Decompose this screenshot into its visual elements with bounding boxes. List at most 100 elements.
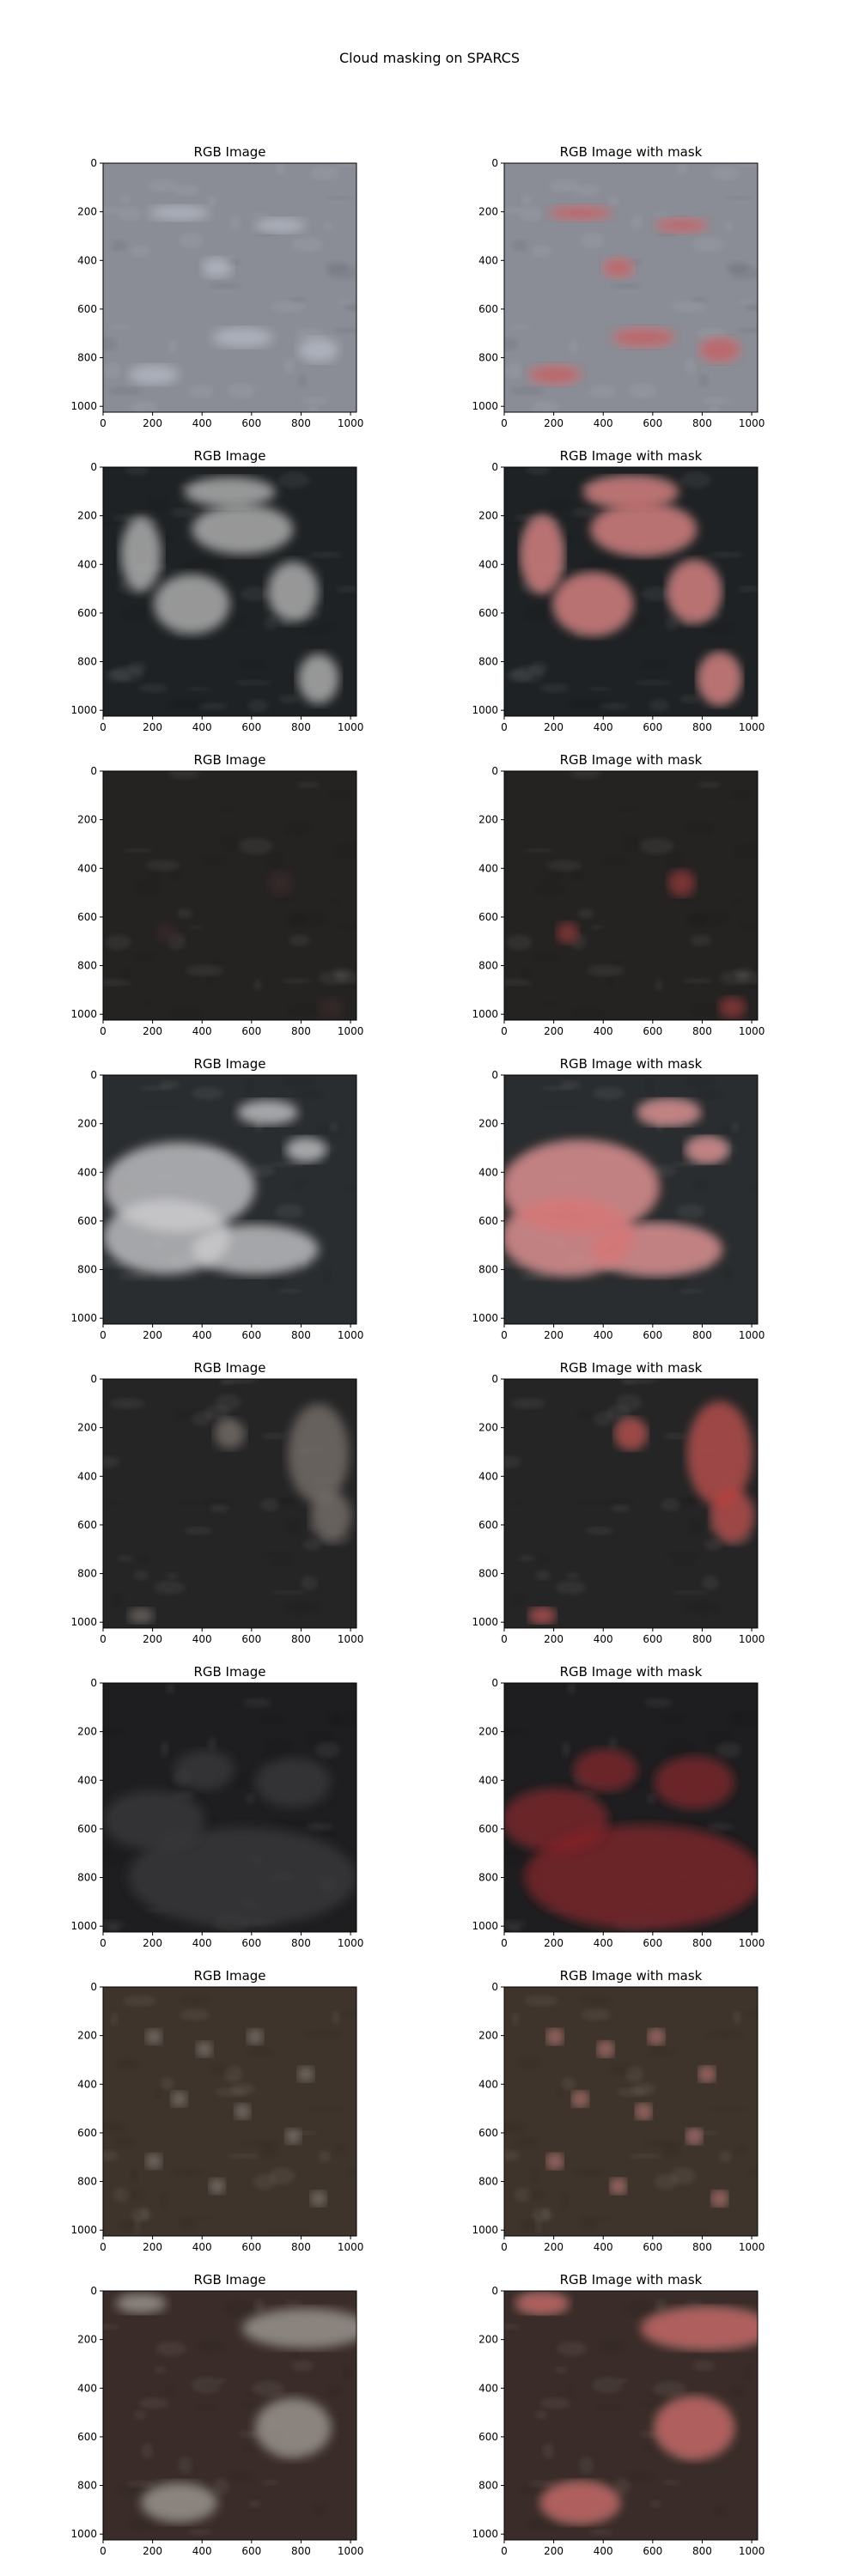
x-tick-label: 800 <box>291 1329 311 1341</box>
x-tick-label: 200 <box>544 721 564 733</box>
terrain-texture <box>291 1186 306 1192</box>
terrain-texture <box>333 1710 356 1728</box>
y-tick-label: 1000 <box>70 1920 97 1932</box>
axes-frame <box>102 1986 357 2237</box>
terrain-texture <box>170 869 182 882</box>
x-tick-label: 600 <box>643 1633 662 1645</box>
terrain-texture <box>736 586 758 592</box>
terrain-texture <box>178 2457 192 2474</box>
image-content <box>103 2291 356 2540</box>
rgb-image-title: RGB Image <box>193 144 265 160</box>
masked-image-panel: RGB Image with mask 0 0 200 200 400 400 600 600 8… <box>472 144 765 429</box>
cloud-mask-overlay <box>698 337 741 363</box>
cloud-feature <box>202 258 233 278</box>
axes-frame <box>102 162 357 413</box>
terrain-texture <box>544 1105 579 1109</box>
terrain-texture <box>334 327 356 334</box>
terrain-texture <box>543 1000 555 1007</box>
terrain-texture <box>209 283 241 289</box>
x-tick-label: 200 <box>544 2545 564 2557</box>
cloud-mask-overlay <box>590 503 698 556</box>
terrain-texture <box>221 834 238 851</box>
x-tick-label: 800 <box>692 721 712 733</box>
terrain-texture <box>528 2516 557 2532</box>
terrain-texture <box>648 2047 676 2057</box>
y-tick-label: 800 <box>478 352 498 364</box>
x-tick-label: 0 <box>100 2241 107 2253</box>
terrain-texture <box>165 1572 179 1579</box>
x-tick-label: 800 <box>692 2241 712 2253</box>
image-content <box>504 1075 758 1324</box>
terrain-texture <box>288 1004 320 1016</box>
terrain-texture <box>630 615 648 627</box>
axes-frame <box>503 1378 758 1629</box>
y-tick-label: 1000 <box>70 400 97 412</box>
terrain-texture <box>262 1432 286 1439</box>
y-tick-label: 1000 <box>70 1616 97 1628</box>
terrain-texture <box>702 1576 719 1590</box>
x-tick-label: 200 <box>544 417 564 429</box>
terrain-texture <box>531 245 552 257</box>
y-tick-label: 600 <box>478 911 498 923</box>
x-tick-label: 800 <box>291 2545 311 2557</box>
y-tick-label: 800 <box>77 1264 97 1276</box>
terrain-texture <box>685 1600 721 1616</box>
terrain-texture <box>698 781 721 788</box>
cloud-mask-overlay <box>597 2041 614 2057</box>
rgb-image-title: RGB Image <box>193 1056 265 1072</box>
terrain-texture <box>123 848 154 853</box>
terrain-texture <box>518 2483 552 2495</box>
terrain-texture <box>592 2377 623 2393</box>
image-content <box>103 1075 356 1324</box>
cloud-feature <box>174 1750 235 1790</box>
axes-frame <box>102 1378 357 1629</box>
cloud-mask-overlay <box>648 2028 665 2045</box>
terrain-texture <box>343 984 356 989</box>
terrain-texture <box>649 2500 661 2508</box>
terrain-texture <box>344 303 356 312</box>
cloud-mask-overlay <box>685 2128 703 2145</box>
terrain-texture <box>308 551 343 558</box>
axes-frame <box>102 770 357 1021</box>
terrain-texture <box>289 297 307 303</box>
masked-image-title: RGB Image with mask <box>560 144 703 160</box>
terrain-texture <box>291 2360 314 2372</box>
terrain-texture <box>510 325 531 330</box>
y-tick-label: 400 <box>77 1470 97 1482</box>
x-tick-label: 1000 <box>739 1633 765 1645</box>
x-tick-label: 0 <box>501 721 508 733</box>
y-tick-label: 400 <box>478 1166 498 1178</box>
cloud-mask-overlay <box>685 1136 728 1163</box>
terrain-texture <box>581 2009 611 2021</box>
terrain-texture <box>134 2410 146 2420</box>
terrain-texture <box>180 2009 210 2021</box>
terrain-texture <box>734 843 758 860</box>
terrain-texture <box>728 265 758 281</box>
x-tick-label: 600 <box>241 1025 261 1037</box>
y-tick-label: 200 <box>478 206 498 218</box>
terrain-texture <box>176 2215 213 2220</box>
terrain-texture <box>523 605 551 621</box>
terrain-texture <box>536 879 564 896</box>
terrain-texture <box>261 2480 279 2486</box>
y-tick-label: 600 <box>478 1519 498 1531</box>
terrain-texture <box>691 237 724 252</box>
terrain-texture <box>655 979 663 991</box>
x-tick-label: 600 <box>241 1633 261 1645</box>
y-tick-label: 400 <box>478 1470 498 1482</box>
x-tick-label: 800 <box>692 1937 712 1949</box>
y-tick-label: 0 <box>90 765 97 777</box>
terrain-texture <box>164 2385 174 2397</box>
terrain-texture <box>248 699 269 712</box>
cloud-feature <box>211 327 273 348</box>
cloud-mask-overlay <box>540 2482 620 2524</box>
terrain-texture <box>572 2168 606 2177</box>
terrain-texture <box>676 1204 705 1218</box>
terrain-texture <box>103 2324 119 2330</box>
terrain-texture <box>166 1683 174 1694</box>
x-tick-label: 600 <box>241 2241 261 2253</box>
terrain-texture <box>707 1730 734 1746</box>
y-tick-label: 200 <box>77 510 97 522</box>
terrain-texture <box>213 2477 229 2495</box>
cloud-feature <box>267 871 294 896</box>
